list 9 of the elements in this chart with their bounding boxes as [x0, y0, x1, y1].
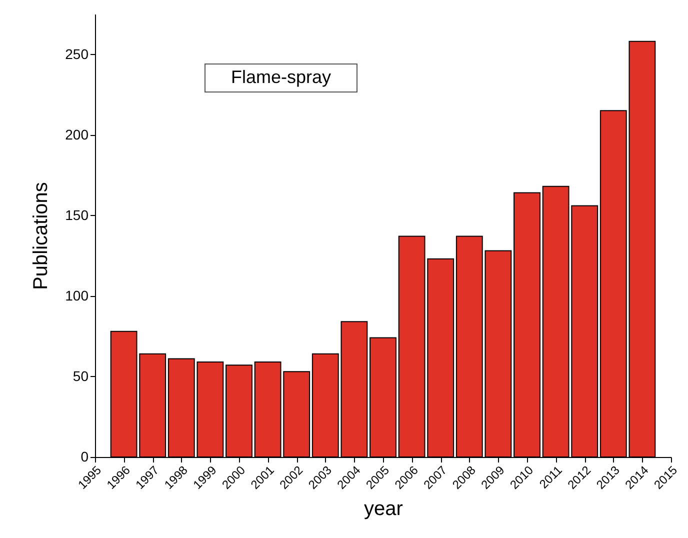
y-tick-label: 50 [72, 368, 89, 384]
y-tick-label: 150 [65, 206, 89, 223]
annotation: Flame-spray [230, 67, 332, 87]
y-tick-label: 0 [80, 448, 89, 464]
y-tick-label: 250 [65, 46, 89, 62]
x-axis-title: year [364, 498, 404, 520]
y-tick-label: 200 [65, 126, 89, 142]
y-tick-label: 100 [65, 287, 89, 304]
y-axis-title: Publications [30, 182, 52, 290]
